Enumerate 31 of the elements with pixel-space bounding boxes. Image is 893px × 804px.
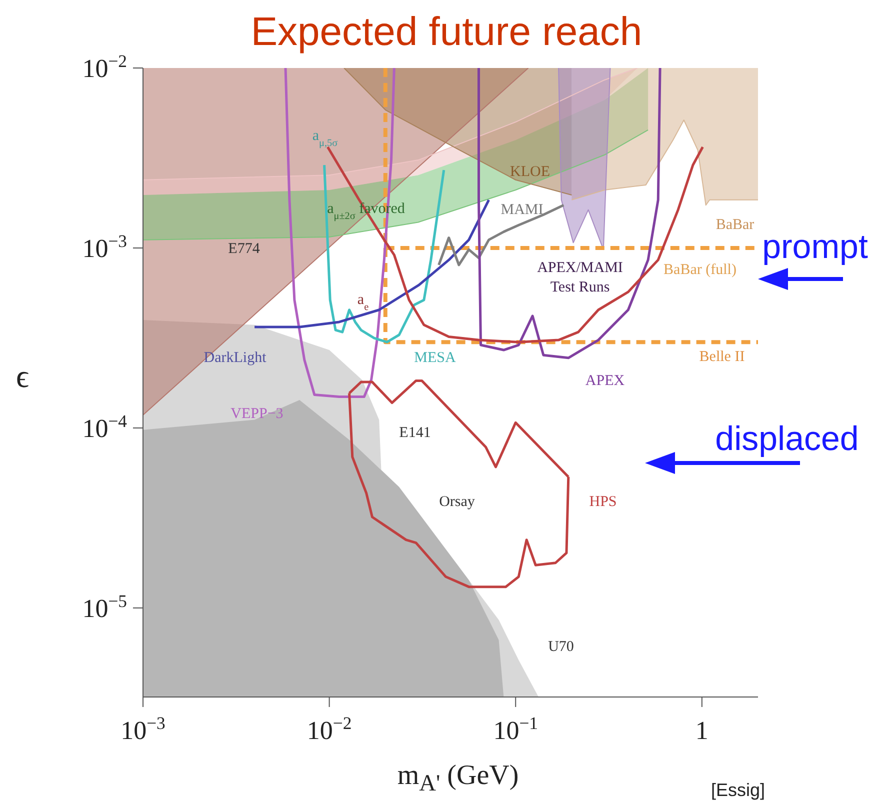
annotation: BaBar (full)	[664, 262, 736, 278]
annotation: Belle II	[699, 349, 745, 365]
annotation: MESA	[414, 350, 456, 366]
annotation: displaced	[715, 420, 859, 458]
annotation: DarkLight	[204, 350, 268, 366]
annotation: E774	[228, 241, 260, 257]
y-tick-label: 10$^{−3}$	[82, 230, 128, 263]
x-tick-label: 10$^{−3}$	[120, 713, 166, 745]
y-tick-label: 10$^{−5}$	[82, 590, 128, 623]
annotation: MAMI	[500, 202, 544, 218]
x-axis-title: m$_{A'}$ (GeV)	[396, 760, 520, 798]
chart-title: Expected future reach	[250, 10, 642, 54]
annotation: APEX/MAMI Test Runs	[537, 260, 623, 296]
annotation: a$_{μ,5σ}$	[312, 128, 338, 148]
annotation: KLOE	[510, 164, 550, 180]
x-tick-label: 10$^{−2}$	[306, 713, 352, 745]
y-tick-label: 10$^{−4}$	[82, 410, 128, 443]
y-tick-label: 10$^{−2}$	[82, 51, 127, 83]
y-axis-title: ϵ	[16, 358, 29, 395]
annotation: a$_{e}$	[357, 292, 370, 312]
annotation: E141	[399, 425, 431, 441]
annotation: Orsay	[439, 494, 476, 510]
text: [Essig]	[710, 780, 766, 800]
text: prompt	[762, 228, 868, 266]
x-tick-label: 1	[695, 716, 708, 745]
annotation: BaBar	[716, 217, 754, 233]
annotation: VEPP−3	[230, 406, 284, 422]
annotation: APEX	[585, 373, 625, 389]
annotation: HPS	[589, 494, 617, 510]
x-tick-label: 10$^{−1}$	[493, 713, 538, 745]
annotation: U70	[548, 639, 574, 655]
